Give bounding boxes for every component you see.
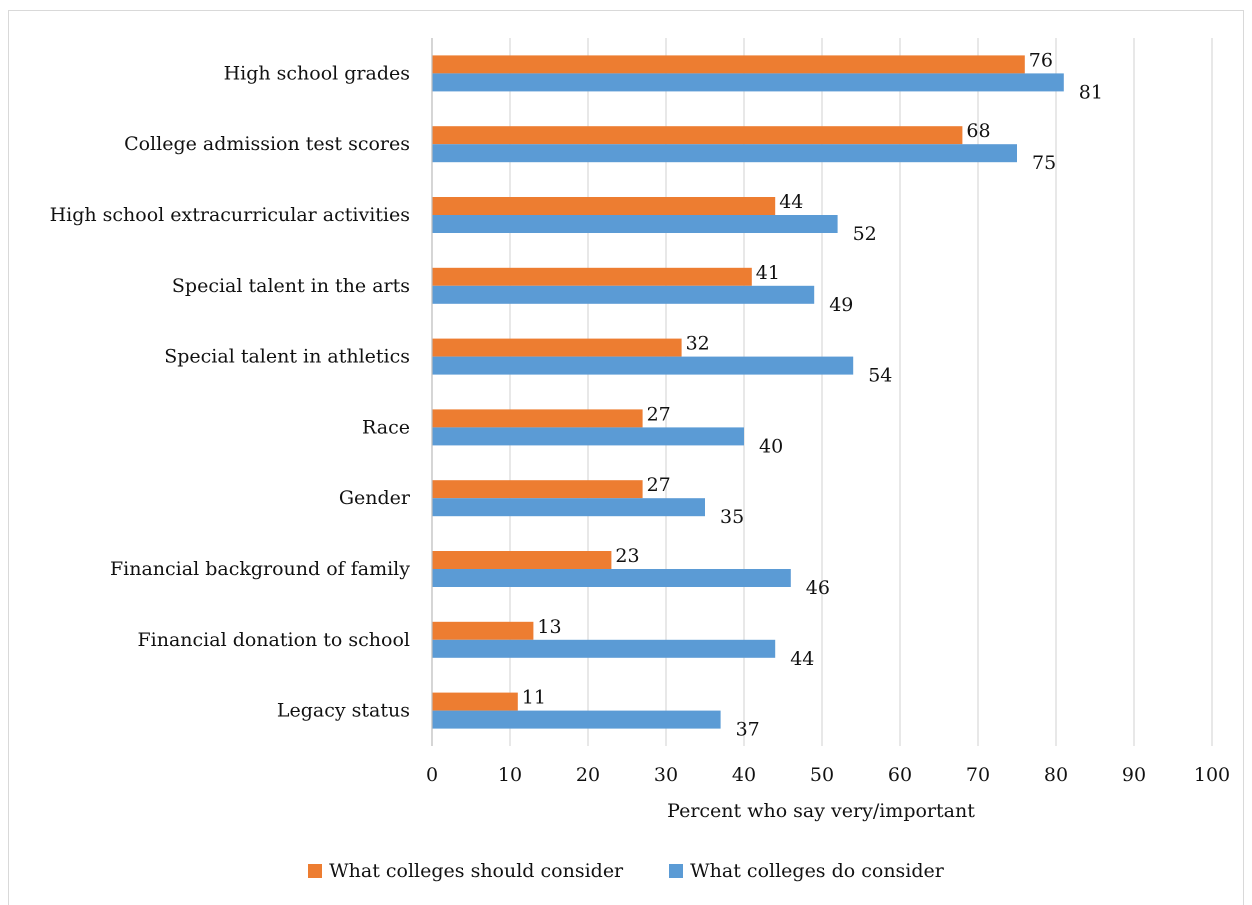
- data-label: 52: [853, 223, 877, 245]
- bars: [431, 38, 1064, 746]
- data-label: 68: [966, 120, 990, 142]
- bar-do-consider: [432, 356, 854, 375]
- legend: What colleges should consider What colle…: [0, 860, 1252, 882]
- x-tick-label: 80: [1044, 764, 1068, 786]
- bar-do-consider: [432, 498, 705, 517]
- data-label: 23: [615, 545, 639, 567]
- bar-do-consider: [432, 144, 1017, 163]
- x-axis-title: Percent who say very/important: [667, 800, 975, 822]
- bar-should-consider: [432, 621, 534, 640]
- bar-should-consider: [432, 692, 518, 711]
- data-label: 27: [647, 474, 671, 496]
- bar-do-consider: [432, 569, 791, 587]
- legend-label-should: What colleges should consider: [329, 860, 624, 882]
- data-label: 37: [736, 719, 760, 741]
- category-label: Legacy status: [277, 700, 410, 722]
- x-tick-label: 60: [888, 764, 912, 786]
- x-tick-label: 20: [576, 764, 600, 786]
- data-label: 44: [779, 191, 803, 213]
- bar-do-consider: [432, 639, 776, 658]
- legend-item-do: What colleges do consider: [669, 860, 944, 882]
- bar-do-consider: [432, 285, 815, 304]
- data-label: 46: [806, 577, 830, 599]
- legend-item-should: What colleges should consider: [308, 860, 623, 882]
- category-label: Financial background of family: [110, 558, 410, 580]
- data-label: 76: [1029, 49, 1053, 71]
- x-tick-label: 30: [654, 764, 678, 786]
- data-label: 13: [537, 616, 561, 638]
- bar-do-consider: [432, 73, 1064, 92]
- bar-should-consider: [432, 55, 1025, 74]
- data-label: 81: [1079, 81, 1103, 103]
- bar-should-consider: [432, 126, 963, 145]
- category-label: Special talent in the arts: [172, 275, 410, 297]
- data-label: 35: [720, 506, 744, 528]
- bar-do-consider: [432, 215, 838, 233]
- x-tick-label: 70: [966, 764, 990, 786]
- labels: 0 10 20 30 40 50 60 70 80 90 100 High school grades…: [50, 49, 1231, 786]
- legend-swatch-should: [308, 864, 323, 878]
- data-label: 44: [790, 648, 814, 670]
- data-label: 41: [756, 262, 780, 284]
- data-label: 49: [829, 294, 853, 316]
- x-tick-label: 10: [498, 764, 522, 786]
- category-label: High school grades: [224, 62, 410, 84]
- x-tick-label: 90: [1122, 764, 1146, 786]
- x-tick-label: 0: [426, 764, 438, 786]
- data-label: 11: [522, 687, 546, 709]
- data-label: 75: [1032, 152, 1056, 174]
- category-label: Race: [362, 416, 410, 438]
- x-tick-label: 50: [810, 764, 834, 786]
- category-label: Special talent in athletics: [164, 346, 410, 368]
- bar-should-consider: [432, 338, 682, 357]
- bar-should-consider: [432, 409, 643, 428]
- x-tick-label: 40: [732, 764, 756, 786]
- legend-label-do: What colleges do consider: [690, 860, 944, 882]
- category-label: Financial donation to school: [137, 629, 410, 651]
- category-label: Gender: [339, 487, 411, 509]
- data-label: 27: [647, 403, 671, 425]
- data-label: 54: [868, 365, 892, 387]
- category-label: College admission test scores: [124, 133, 410, 155]
- legend-swatch-do: [669, 864, 684, 878]
- bar-should-consider: [432, 551, 612, 569]
- bar-should-consider: [432, 197, 776, 215]
- bar-do-consider: [432, 710, 721, 729]
- bar-should-consider: [432, 267, 752, 286]
- category-label: High school extracurricular activities: [50, 204, 410, 226]
- bar-do-consider: [432, 427, 744, 446]
- data-label: 40: [759, 435, 783, 457]
- x-tick-label: 100: [1194, 764, 1230, 786]
- bar-should-consider: [432, 480, 643, 499]
- data-label: 32: [686, 333, 710, 355]
